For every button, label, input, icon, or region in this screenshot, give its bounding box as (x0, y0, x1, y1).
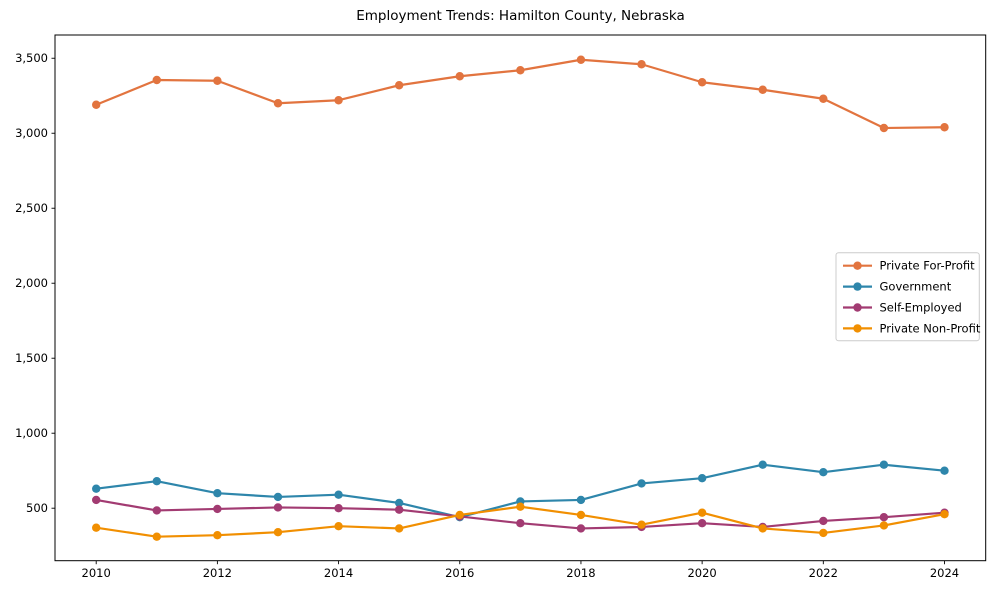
data-point-government (213, 489, 222, 498)
data-point-government (92, 484, 101, 493)
data-point-self-employed (819, 516, 828, 526)
data-point-private-for-profit (637, 60, 646, 69)
x-tick-label: 2012 (203, 566, 232, 580)
chart-title: Employment Trends: Hamilton County, Nebr… (356, 8, 685, 24)
data-point-government (879, 460, 889, 469)
legend-marker (853, 261, 862, 270)
data-point-private-non-profit (516, 502, 525, 511)
legend-label: Private Non-Profit (880, 321, 981, 335)
legend-marker (853, 303, 862, 312)
data-point-self-employed (334, 504, 343, 513)
data-point-private-for-profit (213, 76, 222, 85)
axes-frame (54, 34, 987, 562)
legend-label: Self-Employed (880, 301, 962, 315)
x-tick-label: 2022 (809, 566, 838, 580)
data-point-private-non-profit (879, 521, 889, 530)
data-point-government (273, 492, 283, 502)
data-point-private-non-profit (152, 532, 161, 541)
x-tick-label: 2018 (566, 566, 595, 580)
data-point-private-for-profit (758, 85, 767, 94)
x-tick-label: 2024 (930, 566, 959, 580)
data-point-self-employed (516, 519, 525, 528)
data-point-self-employed (576, 524, 586, 533)
data-point-private-non-profit (394, 524, 404, 533)
data-point-private-non-profit (576, 510, 586, 520)
data-point-self-employed (152, 506, 161, 515)
data-point-private-for-profit (273, 99, 283, 108)
data-point-private-for-profit (819, 94, 828, 103)
data-point-private-for-profit (152, 75, 161, 85)
data-point-private-for-profit (334, 96, 343, 105)
data-point-private-non-profit (213, 531, 222, 540)
data-point-self-employed (213, 504, 222, 514)
data-point-self-employed (92, 495, 101, 505)
x-tick-label: 2016 (445, 566, 474, 580)
y-tick-label: 500 (26, 501, 48, 515)
y-tick-label: 1,500 (15, 351, 48, 365)
data-point-private-for-profit (516, 66, 525, 75)
data-point-government (819, 468, 828, 477)
data-point-self-employed (697, 519, 707, 528)
y-tick-label: 3,000 (15, 126, 48, 140)
y-tick-label: 2,500 (15, 201, 48, 215)
x-tick-label: 2014 (324, 566, 353, 580)
data-point-private-non-profit (273, 528, 283, 537)
data-point-private-non-profit (637, 520, 646, 529)
data-point-private-non-profit (758, 524, 767, 533)
data-point-private-non-profit (697, 508, 707, 517)
data-point-government (394, 498, 404, 508)
data-point-private-for-profit (576, 55, 586, 64)
data-point-government (637, 479, 646, 488)
data-point-private-for-profit (940, 123, 949, 132)
data-point-private-for-profit (92, 100, 101, 109)
data-point-government (334, 490, 343, 499)
data-point-self-employed (879, 513, 889, 522)
data-point-government (758, 460, 767, 469)
data-point-government (697, 474, 707, 483)
y-tick-label: 1,000 (15, 426, 48, 440)
data-point-government (152, 477, 161, 486)
data-point-private-non-profit (940, 510, 949, 519)
data-point-private-non-profit (819, 528, 828, 538)
y-tick-label: 2,000 (15, 276, 48, 290)
legend-marker (853, 324, 862, 333)
x-tick-label: 2010 (82, 566, 111, 580)
data-point-self-employed (273, 503, 283, 512)
data-point-self-employed (394, 505, 404, 514)
data-point-private-non-profit (455, 510, 464, 520)
x-tick-label: 2020 (687, 566, 716, 580)
legend-label: Private For-Profit (880, 259, 976, 273)
legend-marker (853, 282, 862, 291)
data-point-government (940, 466, 949, 475)
legend-label: Government (880, 280, 952, 294)
data-point-private-for-profit (394, 81, 404, 90)
data-point-private-non-profit (334, 522, 343, 531)
data-point-government (576, 495, 586, 505)
y-tick-label: 3,500 (15, 51, 48, 65)
data-point-private-for-profit (697, 78, 707, 87)
data-point-private-for-profit (879, 123, 889, 133)
data-point-private-for-profit (455, 72, 464, 81)
legend-box (835, 252, 980, 342)
data-point-private-non-profit (92, 523, 101, 532)
